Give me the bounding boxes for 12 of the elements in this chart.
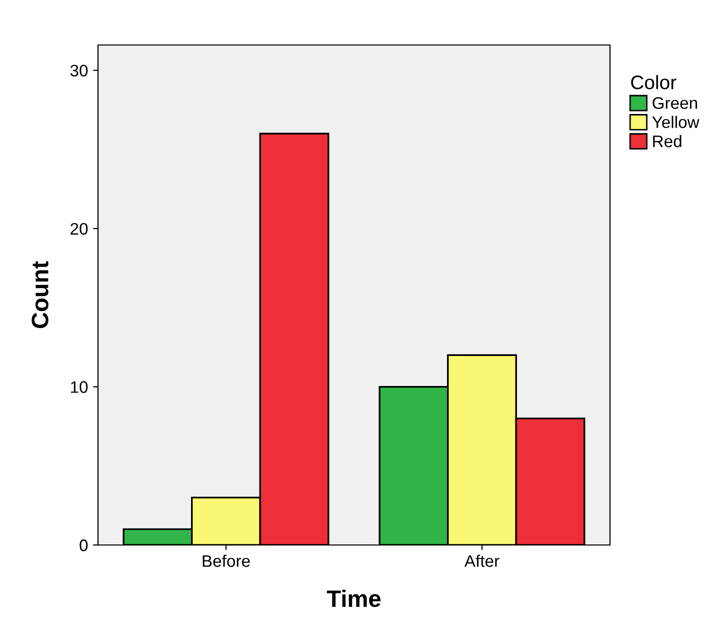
y-axis-title: Count xyxy=(32,261,48,328)
legend-label: Yellow xyxy=(652,116,700,128)
x-axis-title: Time xyxy=(326,590,381,608)
y-tick-label: 30 xyxy=(70,64,88,77)
x-tick-label: After xyxy=(464,554,500,567)
legend-label: Red xyxy=(653,134,682,148)
y-tick-label: 10 xyxy=(71,381,88,393)
legend-label: Green xyxy=(652,97,698,109)
y-tick-label: 0 xyxy=(80,539,88,552)
y-tick-label: 20 xyxy=(70,222,88,235)
x-tick-label: Before xyxy=(202,554,250,567)
legend-title: Color xyxy=(631,75,676,90)
